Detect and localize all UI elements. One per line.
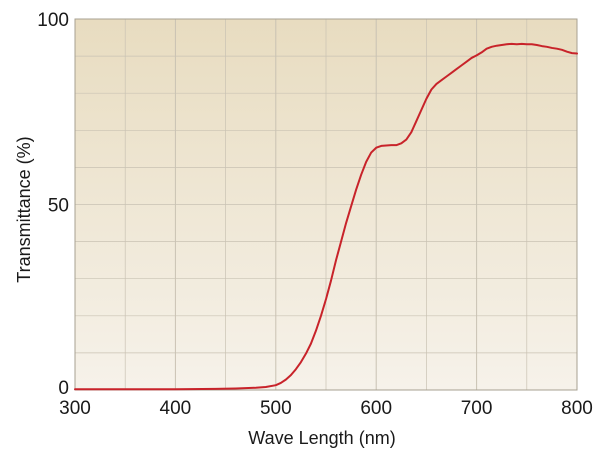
series-point [300,361,302,363]
series-point [400,142,402,144]
series-point [476,54,478,56]
series-point [305,353,307,355]
series-point [526,43,528,45]
series-point [295,368,297,370]
series-point [330,280,332,282]
series-point [501,44,503,46]
y-tick-labels: 0 50 100 [37,10,69,399]
series-point [435,83,437,85]
series-point [430,88,432,90]
series-point [566,51,568,53]
series-point [410,131,412,133]
series-point [561,49,563,51]
series-point [255,387,257,389]
transmittance-series-line [74,42,578,391]
series-point [285,379,287,381]
x-tick-labels: 300 400 500 600 700 800 [59,398,593,419]
series-point [536,44,538,46]
series-point [551,47,553,49]
series-point [275,384,277,386]
series-point [481,51,483,53]
series-point [325,298,327,300]
series-point [335,259,337,261]
series-point [471,57,473,59]
series-point [360,174,362,176]
series-point [395,144,397,146]
x-tick-label: 600 [360,398,392,419]
series-point [380,145,382,147]
series-point [486,48,488,50]
y-tick-label: 0 [58,378,69,399]
x-tick-label: 300 [59,398,91,419]
y-tick-label: 50 [48,196,69,217]
series-point [74,388,76,390]
series-point [511,43,513,45]
series-point [365,161,367,163]
series-point [546,46,548,48]
series-point [440,79,442,81]
series-point [576,53,578,55]
series-point [445,76,447,78]
series-point [385,145,387,147]
series-point [390,144,392,146]
series-point [370,152,372,154]
x-tick-label: 800 [561,398,593,419]
series-point [350,205,352,207]
series-point [556,48,558,50]
series-point [280,382,282,384]
series-point [456,68,458,70]
series-point [425,98,427,100]
series-point [215,388,217,390]
series-point [124,388,126,390]
y-axis-label: Transmittance (%) [14,136,34,282]
series-point [415,120,417,122]
x-axis-label: Wave Length (nm) [248,428,395,448]
series-point [521,43,523,45]
series-point [345,222,347,224]
x-tick-label: 500 [260,398,292,419]
series-point [461,64,463,66]
plot-frame [74,18,578,391]
series-point [320,315,322,317]
series-point [340,241,342,243]
series-point [405,139,407,141]
series-point [235,388,237,390]
series-point [290,374,292,376]
x-tick-label: 400 [160,398,192,419]
series-point [496,45,498,47]
series-point [315,330,317,332]
grid [75,19,577,390]
y-tick-label: 100 [37,10,69,31]
x-tick-label: 700 [461,398,493,419]
series-point [355,189,357,191]
series-point [541,45,543,47]
series-point [516,43,518,45]
series-point [265,386,267,388]
series-point [531,43,533,45]
series-point [571,52,573,54]
series-point [375,147,377,149]
series-point [466,61,468,63]
series-point [420,109,422,111]
series-point [310,343,312,345]
series-point [174,388,176,390]
series-point [451,72,453,74]
series-point [491,46,493,48]
series-point [506,43,508,45]
